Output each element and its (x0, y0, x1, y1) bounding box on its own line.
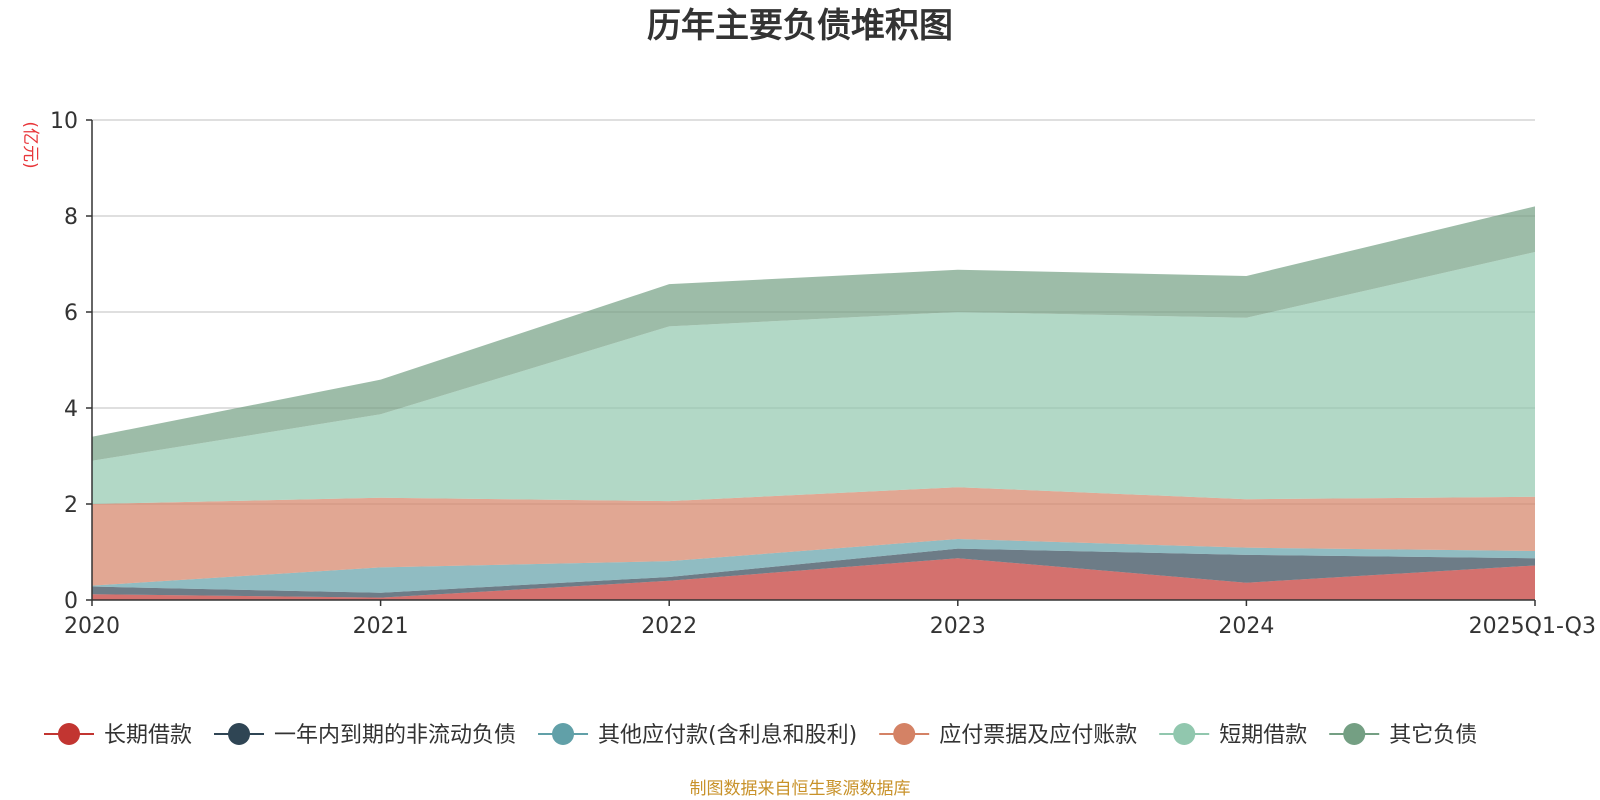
x-tick-label-2: 2022 (641, 614, 697, 639)
legend-marker-5 (1343, 723, 1366, 745)
legend-marker-4 (1173, 723, 1196, 745)
legend-item-3[interactable]: 应付票据及应付账款 (879, 723, 1137, 748)
legend-marker-3 (893, 723, 916, 745)
legend-item-0[interactable]: 长期借款 (44, 723, 192, 748)
y-axis-unit-label: (亿元) (20, 121, 40, 168)
legend-item-5[interactable]: 其它负债 (1329, 723, 1477, 748)
area-series-4 (92, 252, 1535, 504)
legend-label-2: 其他应付款(含利息和股利) (598, 723, 857, 748)
area-series-1 (92, 548, 1535, 598)
legend-item-4[interactable]: 短期借款 (1159, 723, 1307, 748)
x-tick-label-5: 2025Q1-Q3 (1469, 614, 1596, 639)
legend-marker-2 (552, 723, 575, 745)
y-tick-label-5: 10 (50, 109, 78, 134)
area-series-5 (92, 206, 1535, 461)
legend-label-5: 其它负债 (1389, 723, 1477, 748)
x-tick-label-4: 2024 (1218, 614, 1274, 639)
legend-marker-1 (228, 723, 251, 745)
chart-title: 历年主要负债堆积图 (647, 6, 953, 46)
x-tick-label-3: 2023 (930, 614, 986, 639)
legend-label-1: 一年内到期的非流动负债 (274, 723, 516, 748)
legend-marker-0 (58, 723, 80, 745)
axes: 0 2 4 6 8 10 2020 2021 2022 2023 2024 2025Q1-Q3 (50, 109, 1596, 639)
legend: 长期借款 一年内到期的非流动负债 其他应付款(含利息和股利) 应付票据及应付账款 短期借… (44, 723, 1477, 748)
data-source-note: 制图数据来自恒生聚源数据库 (690, 779, 911, 799)
x-tick-label-1: 2021 (353, 614, 409, 639)
y-tick-label-1: 2 (64, 493, 78, 518)
area-series-2 (92, 539, 1535, 593)
y-tick-label-2: 4 (64, 397, 78, 422)
y-tick-label-3: 6 (64, 301, 78, 326)
area-series-3 (92, 487, 1535, 586)
area-series-layer (92, 206, 1535, 600)
legend-item-1[interactable]: 一年内到期的非流动负债 (214, 723, 516, 748)
x-tick-label-0: 2020 (64, 614, 120, 639)
legend-label-4: 短期借款 (1219, 723, 1307, 748)
legend-item-2[interactable]: 其他应付款(含利息和股利) (538, 723, 857, 748)
y-tick-label-0: 0 (64, 589, 78, 614)
legend-label-3: 应付票据及应付账款 (939, 723, 1137, 748)
area-series-0 (92, 558, 1535, 600)
y-tick-label-4: 8 (64, 205, 78, 230)
legend-label-0: 长期借款 (104, 723, 192, 748)
